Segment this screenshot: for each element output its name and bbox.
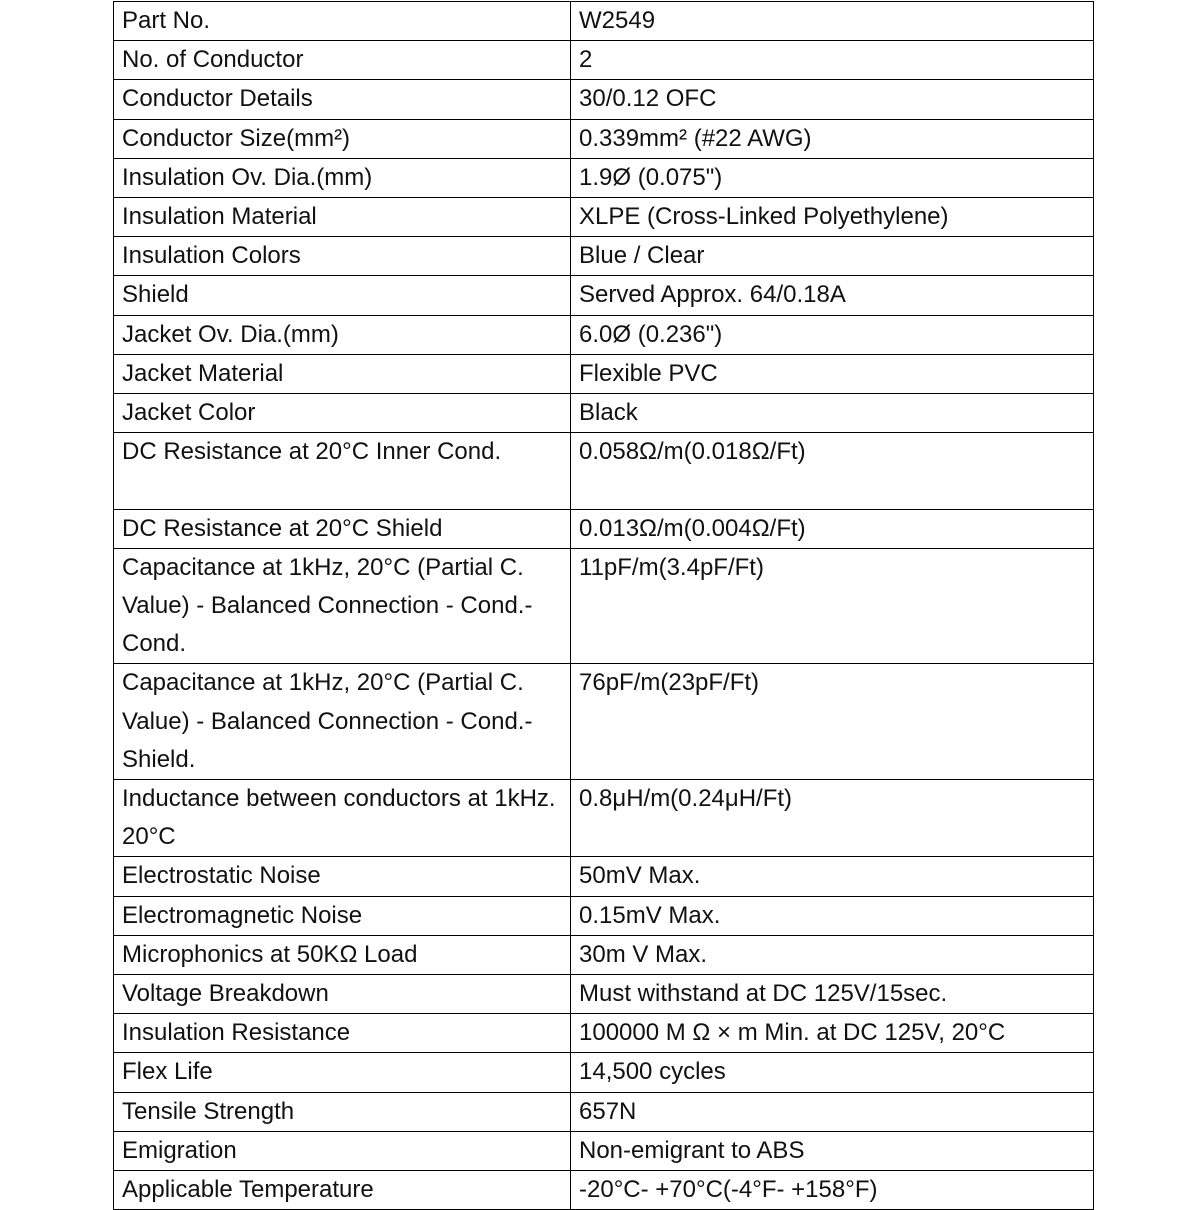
property-cell: Insulation Resistance: [113, 1013, 571, 1054]
value-cell: -20°C- +70°C(-4°F- +158°F): [570, 1170, 1094, 1210]
table-row: Jacket Ov. Dia.(mm) 6.0Ø (0.236"): [113, 314, 1094, 355]
value-cell: XLPE (Cross-Linked Polyethylene): [570, 197, 1094, 238]
table-row: Electromagnetic Noise 0.15mV Max.: [113, 895, 1094, 936]
table-row: Shield Served Approx. 64/0.18A: [113, 275, 1094, 316]
table-row: Insulation Colors Blue / Clear: [113, 236, 1094, 277]
value-cell: 14,500 cycles: [570, 1052, 1094, 1093]
value-cell: 76pF/m(23pF/Ft): [570, 663, 1094, 781]
table-row: Capacitance at 1kHz, 20°C (Partial C. Va…: [113, 663, 1094, 781]
value-cell: 0.8μH/m(0.24μH/Ft): [570, 779, 1094, 858]
spec-table: Part No. W2549 No. of Conductor 2 Conductor …: [113, 0, 1094, 1210]
property-cell: Electrostatic Noise: [113, 856, 571, 897]
property-cell: Jacket Material: [113, 353, 571, 395]
property-cell: Capacitance at 1kHz, 20°C (Partial C. Va…: [113, 547, 571, 665]
value-cell: 2: [570, 40, 1094, 81]
table-row: Flex Life 14,500 cycles: [113, 1052, 1094, 1093]
property-cell: Conductor Size(mm²): [113, 118, 571, 159]
property-cell: Inductance between conductors at 1kHz. 2…: [113, 779, 571, 858]
value-cell: Blue / Clear: [570, 236, 1094, 277]
value-cell: Black: [570, 393, 1094, 434]
property-cell: Tensile Strength: [113, 1091, 571, 1132]
table-body: Part No. W2549 No. of Conductor 2 Conductor …: [113, 0, 1094, 1210]
value-cell: Served Approx. 64/0.18A: [570, 275, 1094, 316]
value-cell: 0.339mm² (#22 AWG): [570, 118, 1094, 159]
property-cell: Applicable Temperature: [113, 1170, 571, 1210]
property-cell: Electromagnetic Noise: [113, 895, 571, 936]
property-cell: Voltage Breakdown: [113, 974, 571, 1015]
value-cell: 657N: [570, 1091, 1094, 1132]
property-cell: Insulation Material: [113, 197, 571, 238]
value-cell: 1.9Ø (0.075"): [570, 157, 1094, 199]
property-cell: Shield: [113, 275, 571, 316]
table-row: Jacket Material Flexible PVC: [113, 353, 1094, 395]
table-row: Capacitance at 1kHz, 20°C (Partial C. Va…: [113, 547, 1094, 665]
property-cell: Insulation Ov. Dia.(mm): [113, 157, 571, 199]
property-cell: Capacitance at 1kHz, 20°C (Partial C. Va…: [113, 663, 571, 781]
property-cell: Flex Life: [113, 1052, 571, 1093]
property-cell: Conductor Details: [113, 79, 571, 120]
table-row: DC Resistance at 20°C Inner Cond. 0.058Ω/…: [113, 432, 1094, 510]
value-cell: W2549: [570, 0, 1094, 42]
table-row: Insulation Ov. Dia.(mm) 1.9Ø (0.075"): [113, 157, 1094, 199]
table-row: DC Resistance at 20°C Shield 0.013Ω/m(0.0…: [113, 508, 1094, 549]
value-cell: Must withstand at DC 125V/15sec.: [570, 974, 1094, 1015]
value-cell: 0.15mV Max.: [570, 895, 1094, 936]
table-row: Electrostatic Noise 50mV Max.: [113, 856, 1094, 897]
property-cell: Jacket Color: [113, 393, 571, 434]
value-cell: 11pF/m(3.4pF/Ft): [570, 547, 1094, 665]
table-row: Conductor Size(mm²) 0.339mm² (#22 AWG): [113, 118, 1094, 159]
table-row: Conductor Details 30/0.12 OFC: [113, 79, 1094, 120]
property-cell: Part No.: [113, 0, 571, 42]
value-cell: 50mV Max.: [570, 856, 1094, 897]
property-cell: No. of Conductor: [113, 40, 571, 81]
table-row: Emigration Non-emigrant to ABS: [113, 1130, 1094, 1172]
table-row: Tensile Strength 657N: [113, 1091, 1094, 1132]
value-cell: 6.0Ø (0.236"): [570, 314, 1094, 355]
table-row: No. of Conductor 2: [113, 40, 1094, 81]
property-cell: Microphonics at 50KΩ Load: [113, 934, 571, 976]
property-cell: DC Resistance at 20°C Shield: [113, 508, 571, 549]
table-row: Insulation Resistance 100000 M Ω × m Min.…: [113, 1013, 1094, 1054]
table-row: Voltage Breakdown Must withstand at DC 12…: [113, 974, 1094, 1015]
value-cell: 0.013Ω/m(0.004Ω/Ft): [570, 508, 1094, 549]
property-cell: DC Resistance at 20°C Inner Cond.: [113, 432, 571, 510]
table-row: Microphonics at 50KΩ Load 30m V Max.: [113, 934, 1094, 976]
table-row: Part No. W2549: [113, 0, 1094, 42]
property-cell: Jacket Ov. Dia.(mm): [113, 314, 571, 355]
table-row: Jacket Color Black: [113, 393, 1094, 434]
value-cell: 30/0.12 OFC: [570, 79, 1094, 120]
table-row: Inductance between conductors at 1kHz. 2…: [113, 779, 1094, 858]
value-cell: 30m V Max.: [570, 934, 1094, 976]
value-cell: 100000 M Ω × m Min. at DC 125V, 20°C: [570, 1013, 1094, 1054]
property-cell: Insulation Colors: [113, 236, 571, 277]
value-cell: Non-emigrant to ABS: [570, 1130, 1094, 1172]
value-cell: Flexible PVC: [570, 353, 1094, 395]
table-row: Applicable Temperature -20°C- +70°C(-4°F-…: [113, 1170, 1094, 1210]
property-cell: Emigration: [113, 1130, 571, 1172]
table-row: Insulation Material XLPE (Cross-Linked Po…: [113, 197, 1094, 238]
value-cell: 0.058Ω/m(0.018Ω/Ft): [570, 432, 1094, 510]
